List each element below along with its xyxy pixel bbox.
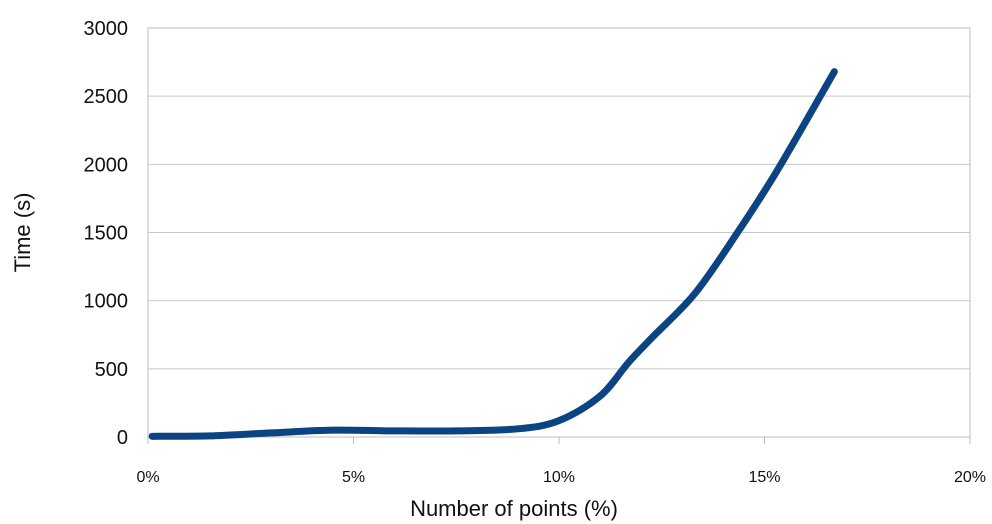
x-tick-label: 10% <box>543 469 575 486</box>
y-tick-label: 2000 <box>84 154 129 176</box>
y-axis-label: Time (s) <box>10 193 35 273</box>
y-axis-ticks: 0 500 1000 1500 2000 2500 3000 <box>84 18 129 449</box>
y-tick-label: 1500 <box>84 223 129 245</box>
x-tick-label: 5% <box>342 469 365 486</box>
series-layer <box>148 68 838 440</box>
series-line <box>148 68 838 440</box>
y-tick-label: 3000 <box>84 18 129 40</box>
x-tick-label: 15% <box>748 469 780 486</box>
y-tick-label: 500 <box>95 359 128 381</box>
y-tick-label: 1000 <box>84 291 129 313</box>
x-tick-label: 20% <box>954 469 986 486</box>
gridlines <box>148 27 970 438</box>
y-tick-label: 0 <box>117 427 128 449</box>
x-axis-label: Number of points (%) <box>410 496 618 521</box>
x-tick-label: 0% <box>136 469 159 486</box>
y-tick-label: 2500 <box>84 86 129 108</box>
x-axis-ticks: 0% 5% 10% 15% 20% <box>136 437 986 486</box>
